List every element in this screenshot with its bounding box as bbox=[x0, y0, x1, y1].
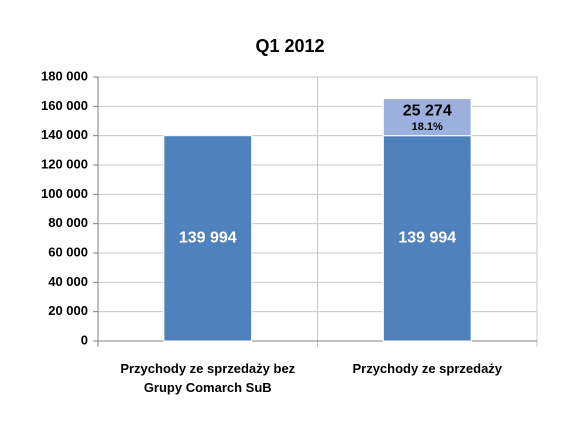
y-tick-label: 120 000 bbox=[41, 156, 88, 171]
y-tick-label: 140 000 bbox=[41, 127, 88, 142]
y-tick-label: 0 bbox=[81, 332, 88, 347]
value-label: 25 274 bbox=[403, 102, 452, 119]
value-label: 139 994 bbox=[179, 230, 237, 247]
chart-title: Q1 2012 bbox=[255, 36, 324, 56]
bar-segment bbox=[382, 135, 472, 342]
x-tick-label: Przychody ze sprzedaży bbox=[352, 361, 503, 376]
y-tick-label: 80 000 bbox=[48, 215, 88, 230]
bar-segment bbox=[382, 98, 472, 137]
bar-segment bbox=[163, 135, 253, 342]
y-tick-label: 40 000 bbox=[48, 274, 88, 289]
percent-label: 18.1% bbox=[412, 121, 443, 133]
value-label: 139 994 bbox=[398, 230, 456, 247]
y-tick-label: 20 000 bbox=[48, 303, 88, 318]
y-tick-label: 100 000 bbox=[41, 186, 88, 201]
x-tick-label: Przychody ze sprzedaży bez Grupy Comarch… bbox=[120, 361, 296, 395]
y-tick-label: 160 000 bbox=[41, 98, 88, 113]
y-tick-label: 180 000 bbox=[41, 68, 88, 83]
y-tick-label: 60 000 bbox=[48, 244, 88, 259]
